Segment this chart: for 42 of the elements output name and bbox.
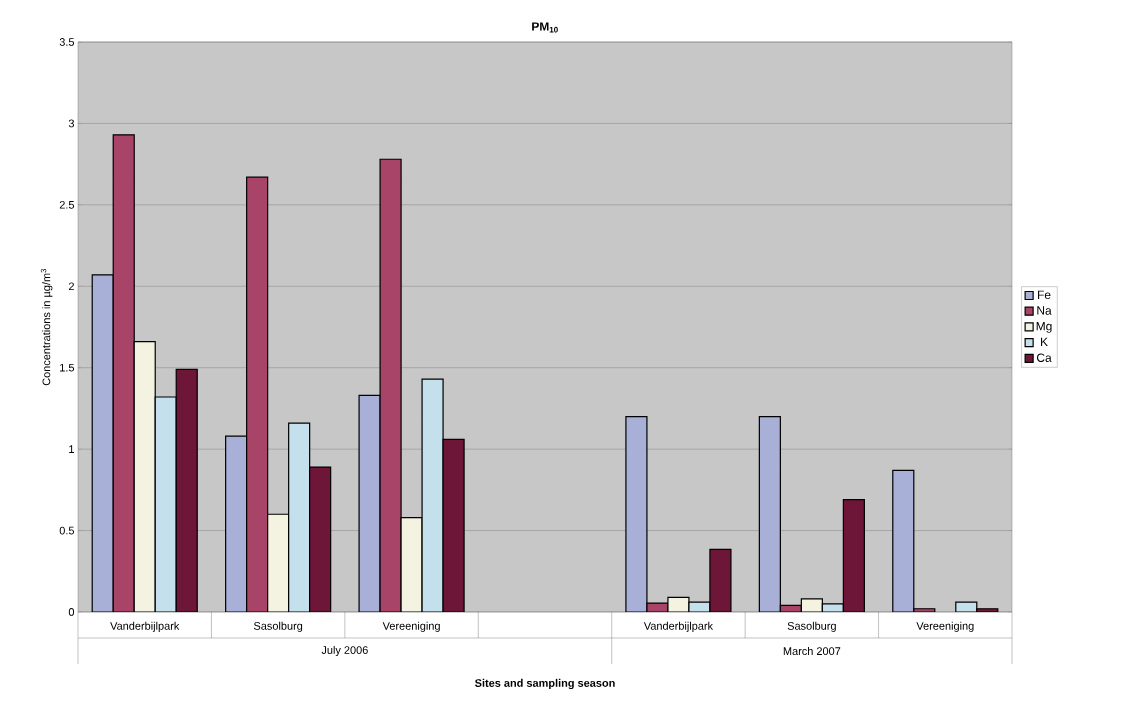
bar — [358, 394, 381, 612]
bar — [442, 438, 465, 612]
bar — [225, 435, 248, 612]
x-tick-label: Vereeniging — [916, 621, 974, 632]
bar — [421, 378, 444, 612]
legend-label: Ca — [1036, 353, 1052, 362]
bar — [246, 176, 269, 612]
bar — [112, 134, 135, 612]
y-tick-label: 1.5 — [60, 363, 75, 372]
y-tick-label: 3.5 — [59, 38, 75, 46]
bar — [175, 368, 198, 612]
bar — [267, 513, 290, 612]
legend-label: Fe — [1038, 290, 1051, 299]
x-tick-label: Sasolburg — [787, 621, 836, 632]
bar — [288, 422, 311, 612]
y-tick-label: 2.5 — [59, 200, 75, 209]
text: March 2007 — [783, 646, 841, 656]
bar — [379, 158, 402, 612]
legend-label: Mg — [1036, 322, 1052, 333]
y-tick-label: 0 — [68, 608, 75, 616]
text: July 2006 — [321, 645, 368, 657]
bar — [154, 396, 177, 612]
bar — [133, 341, 156, 612]
y-axis-title: Concentrations in µg/m$^{3}$ — [40, 268, 53, 386]
bar — [892, 469, 915, 612]
legend-label: Na — [1037, 306, 1052, 315]
x-tick-label: Vanderbijlpark — [110, 621, 180, 632]
bar — [842, 499, 865, 612]
bar — [309, 466, 332, 612]
y-tick-label: 0.5 — [59, 526, 75, 535]
bar — [91, 274, 114, 612]
y-tick-label: 3 — [68, 119, 74, 128]
x-tick-label: Sasolburg — [253, 621, 303, 632]
chart-title: PM$_{10}$ — [532, 22, 558, 33]
y-tick-label: 2 — [68, 282, 74, 291]
legend-label: K — [1041, 337, 1048, 346]
bar — [625, 416, 647, 612]
y-tick-label: 1 — [69, 445, 74, 453]
x-axis-title: Sites and sampling season — [474, 678, 615, 690]
x-tick-label: Vanderbijlpark — [643, 621, 714, 632]
x-tick-label: Vereeniging — [382, 621, 440, 632]
bar — [758, 415, 781, 612]
